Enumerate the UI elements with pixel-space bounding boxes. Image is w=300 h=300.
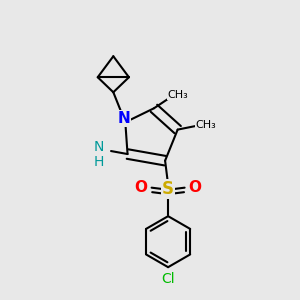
Text: CH₃: CH₃ <box>196 120 217 130</box>
Text: S: S <box>162 180 174 198</box>
Text: H: H <box>94 154 104 169</box>
Text: N: N <box>94 140 104 154</box>
Text: N: N <box>117 111 130 126</box>
Text: Cl: Cl <box>161 272 175 286</box>
Text: CH₃: CH₃ <box>168 90 188 100</box>
Text: O: O <box>135 180 148 195</box>
Text: O: O <box>189 180 202 195</box>
